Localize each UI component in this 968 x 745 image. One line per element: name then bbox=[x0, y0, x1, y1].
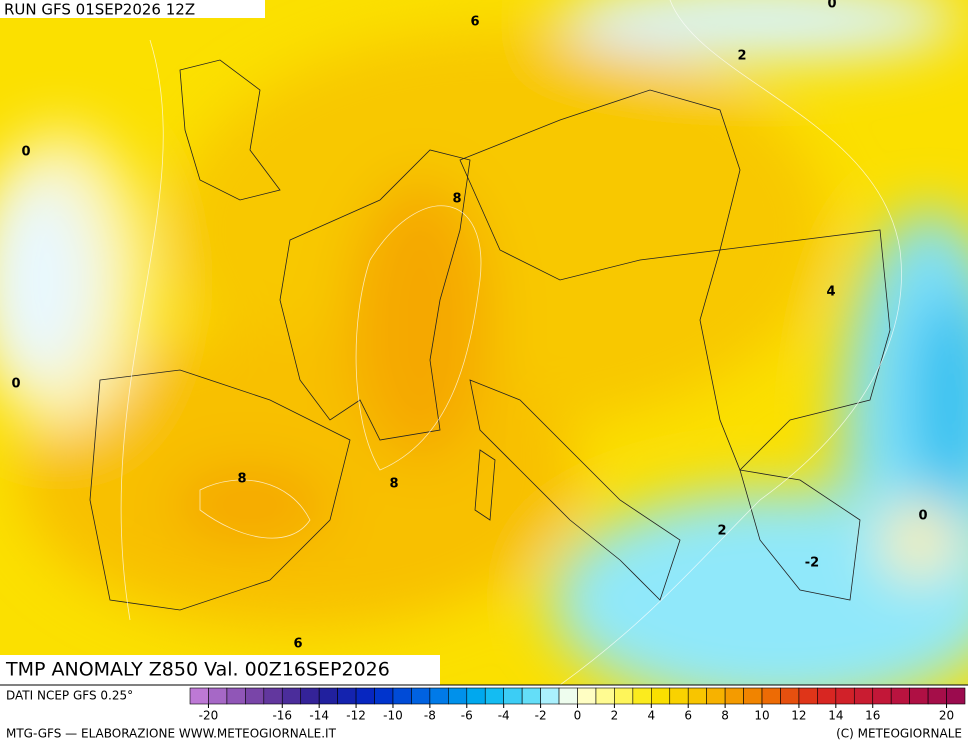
legend-tick-label: -12 bbox=[346, 709, 366, 723]
legend-tick-label: -10 bbox=[383, 709, 403, 723]
legend-swatch bbox=[872, 687, 892, 705]
legend-tick-label: 8 bbox=[721, 709, 729, 723]
contour-label: 4 bbox=[826, 285, 835, 300]
legend-tick-label: 10 bbox=[754, 709, 769, 723]
legend-swatch bbox=[318, 687, 338, 705]
legend-tick-label: -20 bbox=[199, 709, 219, 723]
legend-swatch bbox=[521, 687, 541, 705]
legend-swatch bbox=[448, 687, 468, 705]
contour-label: 0 bbox=[827, 0, 836, 12]
legend-swatch bbox=[558, 687, 578, 705]
legend-tick-label: -6 bbox=[461, 709, 473, 723]
contour-label: 0 bbox=[918, 509, 927, 524]
legend-swatch bbox=[946, 687, 966, 705]
legend-tick-label: -14 bbox=[309, 709, 329, 723]
legend-swatch bbox=[503, 687, 523, 705]
legend-tick-label: 20 bbox=[939, 709, 954, 723]
contour-label: 8 bbox=[237, 472, 246, 487]
legend-swatch bbox=[484, 687, 504, 705]
legend-swatch bbox=[651, 687, 671, 705]
legend-swatch bbox=[669, 687, 689, 705]
legend-tick-label: 16 bbox=[865, 709, 880, 723]
legend-swatch bbox=[466, 687, 486, 705]
run-box bbox=[0, 0, 265, 18]
legend-swatch bbox=[614, 687, 634, 705]
legend-tick-label: -8 bbox=[424, 709, 436, 723]
legend-swatch bbox=[245, 687, 265, 705]
map-title: TMP ANOMALY Z850 Val. 00Z16SEP2026 bbox=[5, 659, 390, 681]
legend-swatch bbox=[706, 687, 726, 705]
legend-swatch bbox=[595, 687, 615, 705]
contour-label: 6 bbox=[293, 637, 302, 652]
credit-right: (C) METEOGIORNALE bbox=[836, 727, 962, 741]
legend-tick-label: -2 bbox=[535, 709, 547, 723]
legend-swatch bbox=[374, 687, 394, 705]
legend-swatch bbox=[835, 687, 855, 705]
contour-labels: 6 2 0 0 8 4 0 8 8 2 0 -2 6 bbox=[11, 0, 927, 652]
legend-swatch bbox=[817, 687, 837, 705]
legend-swatch bbox=[281, 687, 302, 705]
legend-swatch bbox=[337, 687, 357, 705]
legend-swatch bbox=[208, 687, 228, 705]
contour-label: 0 bbox=[11, 377, 20, 392]
contour-label: 2 bbox=[737, 49, 746, 64]
credit-left: MTG-GFS — ELABORAZIONE WWW.METEOGIORNALE… bbox=[6, 727, 337, 741]
source-label: DATI NCEP GFS 0.25° bbox=[6, 689, 133, 703]
map: RUN GFS 01SEP2026 12Z 6 2 0 0 8 4 0 8 8 2 0 -2 6 TMP… bbox=[0, 0, 968, 685]
legend-swatch bbox=[687, 687, 707, 705]
contour-label: 8 bbox=[452, 192, 461, 207]
legend-tick-label: 6 bbox=[684, 709, 692, 723]
legend-tick-label: 4 bbox=[647, 709, 655, 723]
legend-swatch bbox=[724, 687, 744, 705]
legend-swatch bbox=[540, 687, 560, 705]
legend-swatch bbox=[411, 687, 431, 705]
legend-swatch bbox=[927, 687, 947, 705]
contour-label: 0 bbox=[21, 145, 30, 160]
color-legend: -20 -16 -14 -12 -10 -8 -6 -4 -2 0 2 4 6 8 10 12 14 16 20 bbox=[189, 687, 966, 723]
contour-label: -2 bbox=[805, 556, 819, 571]
legend-tick-label: 2 bbox=[611, 709, 619, 723]
legend-swatch bbox=[780, 687, 800, 705]
legend-swatch bbox=[429, 687, 449, 705]
contour-label: 2 bbox=[717, 524, 726, 539]
legend-swatch bbox=[300, 687, 320, 705]
legend-swatch bbox=[263, 687, 283, 705]
legend-swatch bbox=[761, 687, 781, 705]
legend-swatch bbox=[743, 687, 763, 705]
legend-swatch bbox=[577, 687, 597, 705]
title-box bbox=[0, 655, 440, 685]
contour-label: 8 bbox=[389, 477, 398, 492]
legend-tick-label: 14 bbox=[828, 709, 843, 723]
coastlines bbox=[89, 59, 891, 611]
legend-tick-label: 0 bbox=[574, 709, 582, 723]
legend-swatch bbox=[632, 687, 652, 705]
isolines bbox=[120, 0, 902, 685]
legend-tick-label: -16 bbox=[272, 709, 292, 723]
legend-swatch bbox=[189, 687, 209, 705]
legend-tick-label: 12 bbox=[791, 709, 806, 723]
contour-label: 6 bbox=[470, 15, 479, 30]
legend-swatch bbox=[909, 687, 929, 705]
legend-swatch bbox=[226, 687, 246, 705]
legend-swatch bbox=[890, 687, 910, 705]
legend-swatch bbox=[853, 687, 874, 705]
legend-tick-label: -4 bbox=[498, 709, 510, 723]
legend-swatch bbox=[392, 687, 412, 705]
legend-swatch bbox=[355, 687, 375, 705]
run-label: RUN GFS 01SEP2026 12Z bbox=[4, 1, 195, 19]
legend-swatch bbox=[798, 687, 818, 705]
